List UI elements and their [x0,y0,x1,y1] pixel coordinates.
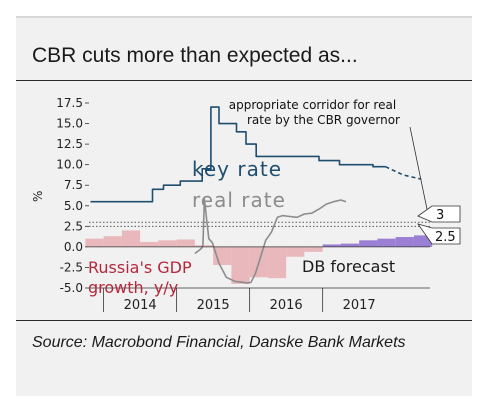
key-rate-line [90,106,386,203]
x-tick-label: 2014 [124,298,157,313]
forecast-bars [322,235,433,247]
gdp-bar [267,246,287,279]
forecast-bar [377,238,396,247]
gdp-bar [140,241,159,247]
gdp-bar [286,246,305,257]
forecast-bar [322,244,341,247]
gdp-bars [85,230,323,284]
y-tick-label: -2.5 [60,260,83,274]
real-rate-label: real rate [192,188,286,212]
y-tick-label: 0.0 [64,240,83,254]
gdp-label: Russia's GDP growth, y/y [88,258,197,297]
gdp-bar [158,240,177,247]
db-forecast-label: DB forecast [302,257,395,276]
real-rate-line [194,198,347,284]
chart-title: CBR cuts more than expected as... [32,44,358,67]
y-tick-label: 15.0 [56,117,83,131]
y-tick-label: 7.5 [64,178,83,192]
forecast-bar [413,235,433,247]
corridor-lines [89,221,430,227]
y-tick-label: -5.0 [60,281,83,295]
axes: 17.5 15.0 12.5 10.0 7.5 5.0 2.5 0.0 -2.5 -5.0 2014… [56,96,430,313]
series-lines [90,106,422,284]
key-rate-label: key rate [192,157,282,181]
x-tick-label: 2017 [343,298,376,313]
corridor-note-pointer [409,126,429,215]
y-tick-label: 17.5 [56,96,83,110]
corridor-lower-callout [417,223,461,245]
panel-top-edge [16,16,472,18]
forecast-bar [395,237,414,247]
corridor-upper-value: 3 [436,208,444,223]
y-tick-label: 5.0 [64,199,83,213]
y-tick-label: 12.5 [56,137,83,151]
gdp-bar [304,246,323,252]
source-note: Source: Macrobond Financial, Danske Bank… [32,334,406,351]
gdp-label-line2: growth, y/y [88,278,178,297]
corridor-note-line2: rate by the CBR governor [247,113,400,127]
gdp-bar [176,239,195,247]
forecast-bar [359,240,378,247]
x-tick-label: 2015 [197,298,230,313]
source-rule [16,320,472,321]
forecast-bar [340,243,360,247]
title-rule [16,80,472,81]
chart-panel [16,16,472,396]
x-tick-label: 2016 [270,298,303,313]
y-tick-label: 10.0 [56,158,83,172]
key-rate-forecast-line [385,165,422,180]
corridor-note: appropriate corridor for real rate by th… [229,98,400,127]
gdp-bar [231,246,250,284]
y-axis-label: % [31,191,45,202]
corridor-lower-value: 2.5 [435,230,456,245]
gdp-bar [121,230,141,247]
corridor-upper-callout [417,205,461,223]
corridor-note-line1: appropriate corridor for real [229,98,396,112]
y-tick-label: 2.5 [64,219,83,233]
gdp-bar [194,245,214,247]
gdp-bar [103,236,122,247]
gdp-bar [85,238,104,247]
gdp-label-line1: Russia's GDP [88,258,192,277]
